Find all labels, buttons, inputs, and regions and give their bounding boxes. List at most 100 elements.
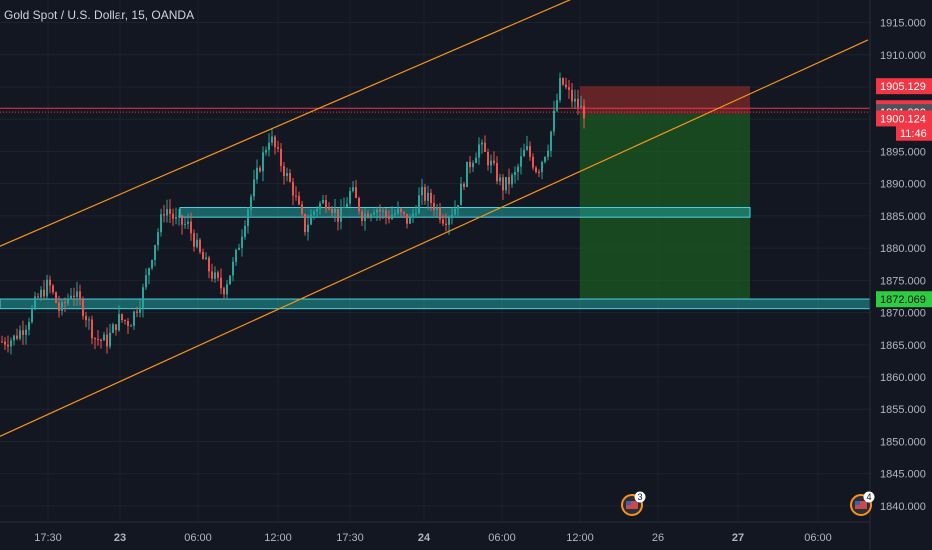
price-tick-label: 1915.000 [880, 18, 926, 30]
time-tick-label: 06:00 [184, 532, 212, 544]
candle-body [70, 295, 72, 299]
candle-body [325, 200, 327, 209]
price-badge [896, 124, 932, 141]
candle-body [274, 136, 276, 148]
candle-body [526, 146, 528, 150]
time-tick-label: 26 [652, 532, 664, 544]
candle-body [262, 152, 264, 172]
candle-body [538, 171, 540, 173]
candle-body [301, 204, 303, 215]
candle-body [460, 183, 462, 206]
candle-body [457, 205, 459, 209]
candle-body [421, 186, 423, 196]
candle-body [295, 195, 297, 197]
candle-body [535, 167, 537, 172]
candle-body [322, 200, 324, 204]
candle-body [565, 84, 567, 88]
candle-body [160, 214, 162, 233]
support-zone-upper [179, 207, 751, 218]
time-tick-label: 06:00 [804, 532, 832, 544]
candle-body [484, 142, 486, 153]
candle-body [37, 296, 39, 298]
event-count-badge [634, 491, 646, 503]
candle-body [331, 209, 333, 213]
price-tick-label: 1890.000 [880, 179, 926, 191]
candle-body [178, 215, 180, 218]
candle-body [250, 196, 252, 210]
candle-body [292, 181, 294, 196]
candle-body [574, 98, 576, 102]
candle-body [76, 291, 78, 298]
price-badge-label: 1905.129 [880, 81, 926, 93]
candle-body [289, 173, 291, 182]
candle-body [427, 192, 429, 201]
candle-body [100, 339, 102, 341]
candle-body [157, 232, 159, 246]
candle-body [25, 329, 27, 335]
candle-body [193, 233, 195, 247]
candle-body [49, 279, 51, 286]
candle-body [43, 289, 45, 297]
candle-body [508, 177, 510, 185]
time-tick-label: 17:30 [336, 532, 364, 544]
candle-body [121, 314, 123, 321]
candle-body [394, 213, 396, 215]
price-tick-label: 1845.000 [880, 469, 926, 481]
us-flag-icon [855, 501, 860, 505]
candle-body [310, 214, 312, 225]
candle-body [514, 171, 516, 175]
candle-body [223, 288, 225, 295]
candle-body [130, 325, 132, 327]
candle-body [466, 161, 468, 187]
candle-body [364, 213, 366, 221]
candle-body [190, 221, 192, 234]
candle-body [442, 219, 444, 224]
candle-body [244, 225, 246, 237]
time-tick-label: 12:00 [566, 532, 594, 544]
candle-body [127, 321, 129, 326]
event-count-label: 3 [637, 492, 642, 502]
candle-body [4, 341, 6, 345]
candle-body [454, 208, 456, 215]
candle-body [55, 292, 57, 303]
candle-body [349, 191, 351, 204]
candle-body [61, 302, 63, 311]
candle-body [211, 271, 213, 279]
candle-body [367, 213, 369, 218]
candle-body [391, 214, 393, 219]
candle-body [328, 208, 330, 210]
candle-body [208, 257, 210, 272]
candle-body [469, 161, 471, 168]
candle-body [337, 208, 339, 222]
candle-body [151, 260, 153, 269]
candle-body [82, 299, 84, 316]
candle-body [481, 142, 483, 145]
price-badge-label: 1900.124 [880, 113, 926, 125]
candle-body [46, 279, 48, 297]
candle-body [445, 223, 447, 225]
time-tick-label: 06:00 [488, 532, 516, 544]
price-badge [876, 110, 932, 127]
candle-body [175, 217, 177, 219]
candle-body [523, 149, 525, 157]
candle-body [385, 210, 387, 217]
candle-body [571, 89, 573, 102]
candle-body [19, 330, 21, 339]
event-count-label: 4 [866, 492, 871, 502]
candle-body [409, 217, 411, 224]
candle-body [544, 156, 546, 162]
price-tick-label: 1870.000 [880, 308, 926, 320]
candle-body [316, 208, 318, 212]
support-zone-lower [0, 298, 871, 310]
candle-body [373, 212, 375, 215]
candle-body [403, 211, 405, 214]
candle-body [112, 324, 114, 333]
candle-body [553, 110, 555, 132]
candle-body [520, 156, 522, 167]
candle-body [241, 236, 243, 248]
candle-body [286, 173, 288, 176]
candle-body [88, 319, 90, 321]
candle-body [430, 192, 432, 203]
candle-body [115, 324, 117, 331]
